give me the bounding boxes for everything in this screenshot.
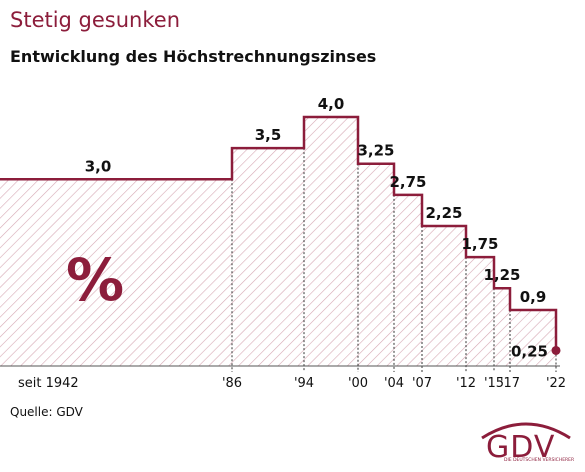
step-chart: 3,0 3,5 4,0 3,25 2,75 2,25 1,75 1,250,9 0,25 sei… xyxy=(0,95,566,391)
x-tick-label: seit 1942 xyxy=(18,376,79,391)
value-label: 3,25 xyxy=(357,142,394,160)
value-label: 0,9 xyxy=(520,288,547,306)
x-tick-label: '94 xyxy=(294,376,314,391)
x-tick-label: '22 xyxy=(546,376,566,391)
step-line xyxy=(0,115,558,351)
x-tick-label: '04 xyxy=(384,376,404,391)
value-label: 3,5 xyxy=(255,126,282,144)
x-tick-label: '17 xyxy=(500,376,520,391)
x-tick-label: '86 xyxy=(222,376,242,391)
x-tick-label: '00 xyxy=(348,376,368,391)
gdv-logo-arc xyxy=(481,422,571,440)
x-tick-label: '07 xyxy=(412,376,432,391)
value-label: 2,75 xyxy=(389,173,426,191)
chart-title: Stetig gesunken xyxy=(10,8,181,32)
percent-sign: % xyxy=(66,246,124,314)
end-point-marker xyxy=(551,345,561,355)
gdv-logo-subtext: DIE DEUTSCHEN VERSICHERER xyxy=(504,458,575,463)
value-label: 0,25 xyxy=(511,342,548,360)
x-tick-label: '15 xyxy=(484,376,504,391)
value-label: 3,0 xyxy=(85,157,112,175)
value-label: 1,25 xyxy=(483,266,520,284)
value-label: 1,75 xyxy=(461,235,498,253)
value-label: 2,25 xyxy=(425,204,462,222)
x-tick-label: '12 xyxy=(456,376,476,391)
gdv-logo-text: GDV xyxy=(486,430,556,465)
chart-subtitle: Entwicklung des Höchstrechnungszinses xyxy=(10,47,377,66)
source-note: Quelle: GDV xyxy=(10,405,83,419)
value-label: 4,0 xyxy=(318,95,345,113)
